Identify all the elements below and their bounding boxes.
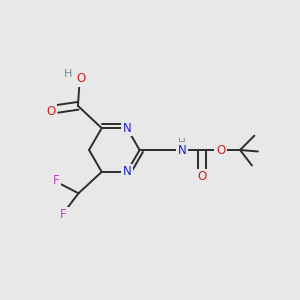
Text: N: N (178, 143, 187, 157)
Text: O: O (46, 105, 56, 118)
Text: F: F (52, 174, 59, 187)
Text: N: N (123, 122, 131, 135)
Text: F: F (60, 208, 67, 221)
Text: N: N (123, 165, 131, 178)
Text: O: O (76, 72, 86, 85)
Text: O: O (216, 143, 225, 157)
Text: O: O (198, 170, 207, 183)
Text: H: H (64, 69, 72, 79)
Text: H: H (178, 139, 186, 148)
